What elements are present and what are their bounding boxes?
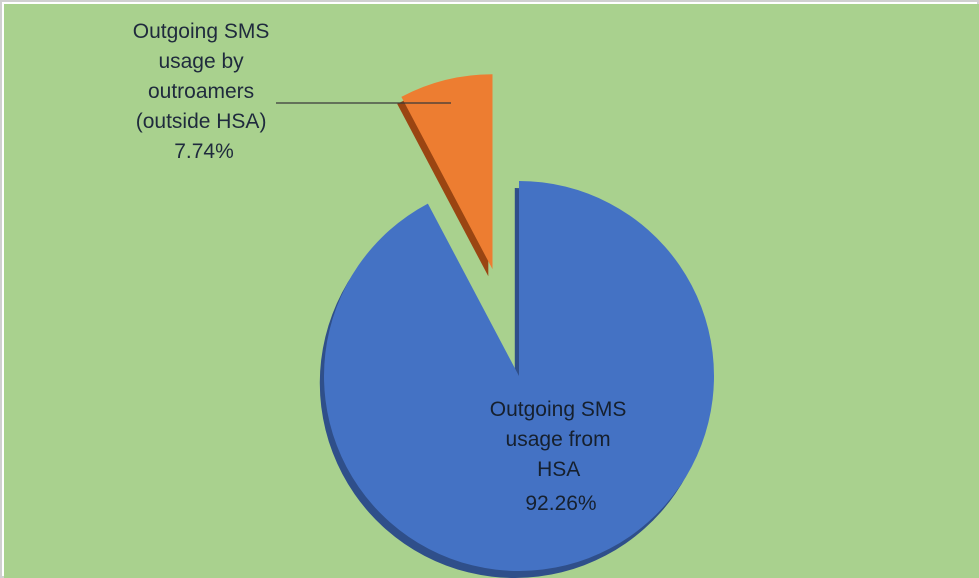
pie-slice-face [401,74,493,270]
label-line: (outside HSA) [136,110,267,133]
slice-label-outroamers: Outgoing SMS usage by outroamers (outsid… [133,20,275,163]
label-percent: 92.26% [525,492,596,515]
pie-slice [319,181,715,578]
slice-label-hsa: Outgoing SMS usage from HSA 92.26% [490,398,632,515]
label-line: Outgoing SMS [490,398,627,421]
pie-slice-face [324,181,715,571]
pie-chart: Outgoing SMS usage from HSA 92.26% Outgo… [4,4,979,578]
slice-layer [319,74,715,578]
label-line: usage from [506,428,611,451]
label-line: HSA [537,458,580,481]
label-line: outroamers [148,80,254,103]
label-percent: 7.74% [174,140,234,163]
label-line: Outgoing SMS [133,20,270,43]
pie-slice [397,74,493,277]
label-line: usage by [158,50,244,73]
